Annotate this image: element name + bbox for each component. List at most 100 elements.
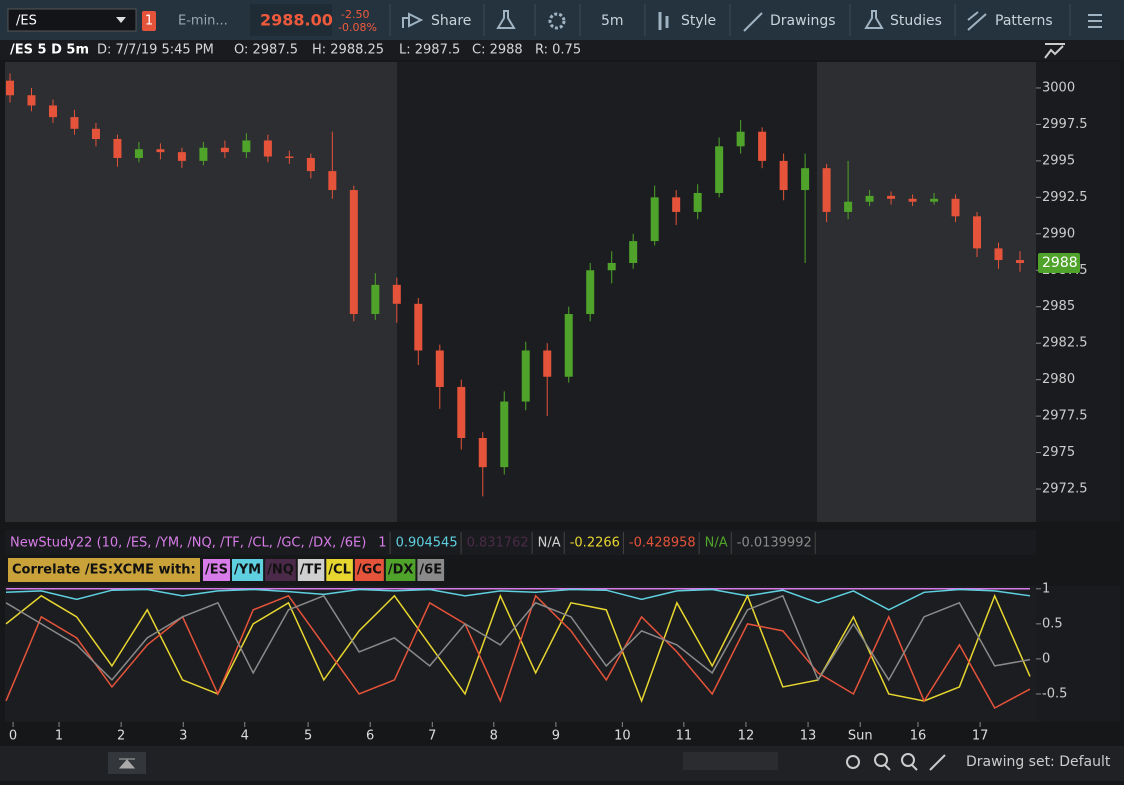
alert-badge[interactable]: [142, 11, 156, 31]
y-tick-label: 1: [1042, 581, 1050, 596]
dropdown-arrow: [116, 17, 126, 23]
plot-layer: 30002997.529952992.529902987.529852982.5…: [5, 73, 1088, 744]
candle-body: [715, 146, 724, 193]
candle-body: [113, 139, 122, 158]
legend-label: /YM: [234, 563, 261, 578]
candle-body: [672, 197, 681, 212]
y-tick-label: 2977.5: [1042, 409, 1088, 424]
value-separator: [698, 532, 700, 554]
value-separator: [622, 532, 624, 554]
legend-label: /6E: [419, 563, 442, 578]
x-tick-label: 1: [55, 729, 63, 744]
y-tick-label: 0: [1042, 651, 1050, 666]
flask-icon[interactable]: [496, 10, 516, 29]
y-tick-label: 2992.5: [1042, 190, 1088, 205]
legend-chip: [297, 559, 325, 581]
x-tick-label: 5: [304, 729, 312, 744]
expand-icon[interactable]: [1044, 43, 1065, 59]
candle-body: [930, 198, 939, 202]
style-button[interactable]: Style: [681, 13, 716, 29]
session-bg: [397, 62, 817, 522]
y-tick-label: 2995: [1042, 153, 1075, 168]
candle-body: [48, 105, 57, 118]
session-bg: [817, 62, 1036, 522]
symbol-box[interactable]: [7, 8, 137, 32]
study-value: N/A: [538, 536, 561, 551]
legend-label: /ES: [205, 563, 228, 578]
legend-label: /TF: [300, 563, 323, 578]
scrollbar[interactable]: [683, 752, 778, 770]
study-value: 0.904545: [396, 536, 458, 551]
share-button[interactable]: Share: [431, 13, 471, 29]
study-value: N/A: [705, 536, 728, 551]
study-value: 0.831762: [467, 536, 529, 551]
x-tick-label: 6: [366, 729, 374, 744]
chart-symbol: /ES 5 D 5m: [10, 43, 89, 58]
legend-chip: [232, 559, 264, 581]
candle-body: [543, 350, 552, 377]
candle-body: [349, 190, 358, 315]
candle-body: [908, 198, 917, 202]
patterns-button[interactable]: Patterns: [995, 13, 1053, 29]
value-separator: [814, 532, 816, 554]
candle-body: [177, 152, 186, 161]
candle-body: [457, 386, 466, 438]
correlate-label-bg: [8, 558, 200, 582]
drawings-icon: [743, 12, 763, 32]
candle-body: [478, 437, 487, 468]
correlation-line: [5, 594, 1031, 682]
menu-icon[interactable]: [1088, 14, 1102, 28]
legend-chip: [417, 559, 445, 581]
candle-body: [994, 248, 1003, 261]
studies-button[interactable]: Studies: [890, 13, 942, 29]
candle-body: [607, 262, 616, 271]
drawing-set[interactable]: Drawing set: Default: [966, 754, 1111, 770]
legend-label: /NQ: [267, 563, 294, 578]
zoom-tools: [846, 753, 946, 771]
y-tick-label: 2980: [1042, 372, 1075, 387]
candle-body: [27, 95, 36, 106]
info-low: L: 2987.5: [399, 43, 460, 58]
patterns-icon: [967, 11, 987, 31]
value-separator: [460, 532, 462, 554]
x-tick-label: 7: [428, 729, 436, 744]
candle-body: [758, 131, 767, 161]
y-tick-label: 2972.5: [1042, 482, 1088, 497]
x-tick-label: 13: [800, 729, 817, 744]
study-title: NewStudy22 (10, /ES, /YM, /NQ, /TF, /CL,…: [10, 536, 366, 551]
price-box: [250, 4, 332, 36]
correlation-line: [5, 594, 1031, 709]
drawings-button[interactable]: Drawings: [770, 13, 836, 29]
y-tick-label: 2985: [1042, 299, 1075, 314]
symbol: /ES: [16, 14, 37, 29]
candle-body: [392, 284, 401, 304]
value-separator: [730, 532, 732, 554]
legend-chip: [265, 559, 296, 581]
value-separator: [389, 532, 391, 554]
x-tick-label: 12: [738, 729, 755, 744]
x-tick-label: 3: [179, 729, 187, 744]
candle-body: [371, 284, 380, 315]
alert-count: 1: [145, 14, 153, 29]
info-bar: [0, 40, 1124, 60]
y-tick-label: 2975: [1042, 445, 1075, 460]
x-tick-label: 9: [552, 729, 560, 744]
candle-body: [435, 350, 444, 387]
x-tick-label: 10: [614, 729, 631, 744]
candle-body: [844, 201, 853, 212]
candle-body: [693, 192, 702, 212]
info-close: C: 2988: [472, 43, 523, 58]
settings-icon[interactable]: [548, 12, 566, 30]
studies-icon: [864, 10, 884, 29]
timeframe-button[interactable]: 5m: [601, 13, 624, 29]
candle-body: [801, 168, 810, 191]
candle-body: [887, 195, 896, 199]
value-separator: [531, 532, 533, 554]
candle-body: [134, 149, 143, 158]
candle-body: [6, 80, 14, 96]
candle-body: [822, 168, 831, 212]
candle-body: [586, 270, 595, 315]
value-separator: [563, 532, 565, 554]
x-tick-label: 11: [676, 729, 693, 744]
